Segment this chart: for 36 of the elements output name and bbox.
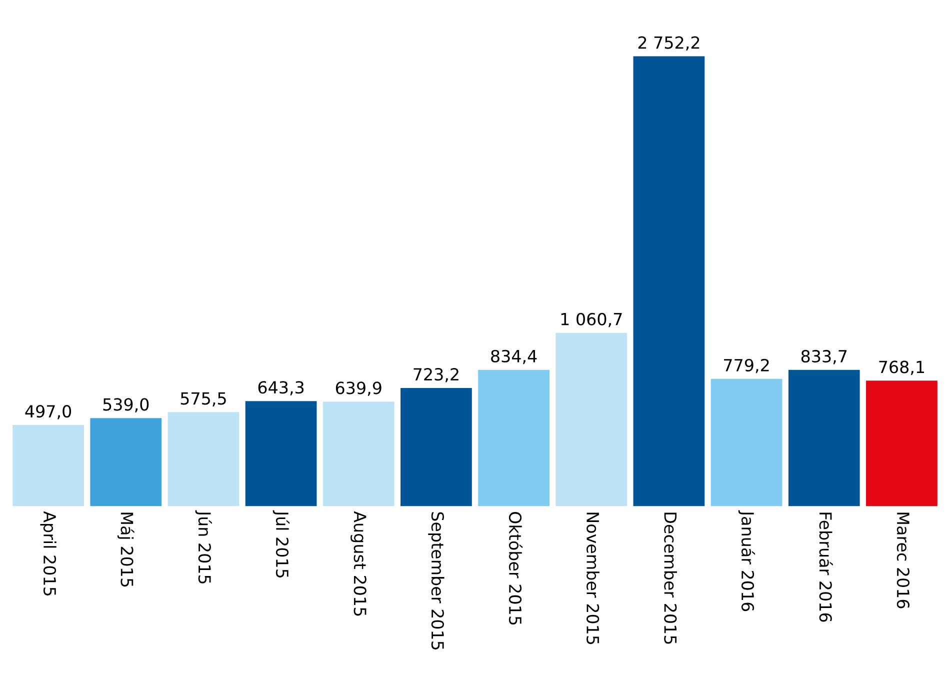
x-tick-label: Január 2016 — [738, 510, 756, 612]
x-tick-label: Február 2016 — [819, 512, 833, 622]
data-label: 779,2 — [724, 358, 769, 374]
data-label: 643,3 — [258, 381, 304, 396]
x-tick-label: August 2015 — [350, 511, 366, 616]
bar — [556, 332, 628, 506]
data-label: 768,1 — [879, 360, 924, 375]
x-tick-label: Máj 2015 — [117, 512, 134, 587]
bar — [478, 370, 550, 506]
data-label: 1 060,7 — [561, 312, 622, 328]
data-label: 723,2 — [414, 368, 458, 382]
data-label: 2 752,2 — [638, 36, 700, 51]
x-tick-label: April 2015 — [40, 511, 56, 596]
bar — [710, 378, 782, 506]
bar — [788, 370, 860, 506]
bar — [866, 380, 938, 506]
x-tick-label: Október 2015 — [508, 512, 523, 625]
x-tick-label: September 2015 — [428, 512, 444, 650]
bar — [245, 401, 317, 506]
data-label: 575,5 — [180, 392, 226, 406]
x-tick-label: November 2015 — [586, 512, 600, 644]
bar — [322, 402, 394, 506]
bar — [633, 56, 705, 506]
data-label: 833,7 — [801, 350, 847, 364]
data-label: 834,4 — [491, 350, 537, 364]
bar — [90, 418, 162, 506]
data-label: 539,0 — [103, 398, 149, 412]
x-tick-label: Jún 2015 — [195, 510, 212, 584]
data-label: 497,0 — [25, 404, 72, 420]
x-tick-label: Marec 2016 — [896, 512, 910, 608]
x-tick-label: December 2015 — [664, 512, 678, 644]
x-tick-label: Júl 2015 — [272, 510, 290, 578]
bar — [12, 424, 84, 506]
bar — [400, 388, 472, 506]
bar — [168, 412, 240, 506]
data-label: 639,9 — [336, 382, 382, 396]
